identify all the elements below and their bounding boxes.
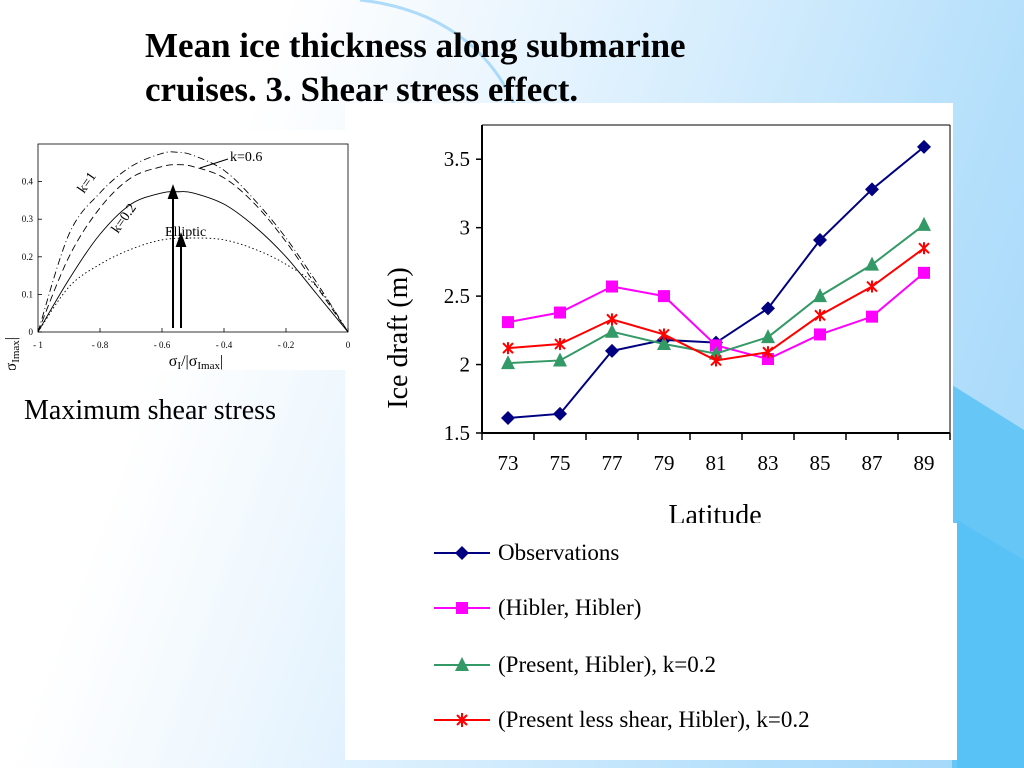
- series-line: [507, 146, 925, 419]
- label-k06: k=0.6: [230, 150, 262, 165]
- y-axis-label: Ice draft (m): [383, 267, 414, 408]
- data-point: [761, 301, 775, 316]
- inset-curve: [37, 151, 349, 333]
- x-tick-label: 75: [550, 451, 571, 475]
- data-point: [918, 242, 930, 255]
- data-point: [866, 280, 878, 293]
- data-point: [865, 256, 879, 271]
- inset-chart-series: [37, 151, 349, 333]
- data-point: [814, 328, 826, 341]
- inset-y-tick-label: 0.3: [22, 214, 34, 224]
- inset-y-tick-label: 0: [29, 327, 34, 337]
- data-point: [917, 139, 931, 154]
- data-point: [605, 343, 619, 358]
- legend-label: (Hibler, Hibler): [498, 595, 642, 620]
- inset-curve: [37, 164, 349, 333]
- data-point: [813, 288, 827, 303]
- data-point: [553, 352, 567, 367]
- legend-item-present-hibler: (Present, Hibler), k=0.2: [432, 650, 716, 680]
- arrow-head-icon: [167, 184, 179, 199]
- inset-y-label: σII/|σImax|: [3, 337, 22, 370]
- data-point: [502, 342, 514, 355]
- x-tick-label: 85: [810, 451, 831, 475]
- data-point: [606, 280, 618, 293]
- y-tick-label: 2: [460, 353, 471, 377]
- square-marker-icon: [434, 602, 490, 614]
- inset-x-tick-label: - 0.4: [216, 340, 233, 350]
- main-chart-axes: 1.5 2 2.5 3 3.5 73 75 77 79 81 83 85 87 89: [444, 124, 951, 475]
- label-elliptic: Elliptic: [165, 225, 206, 240]
- data-point: [657, 336, 671, 351]
- inset-y-tick-label: 0.4: [22, 177, 34, 187]
- x-tick-label: 73: [498, 451, 519, 475]
- data-point: [658, 328, 670, 341]
- legend-item-observations: Observations: [432, 538, 619, 568]
- x-tick-label: 83: [758, 451, 779, 475]
- data-point: [866, 310, 878, 323]
- main-chart-series: [501, 139, 931, 425]
- arrows: [167, 184, 187, 328]
- x-axis-label: Latitude: [668, 500, 761, 523]
- x-tick-label: 79: [654, 451, 675, 475]
- data-point: [554, 338, 566, 351]
- inset-chart-axes: 0 0.1 0.2 0.3 0.4 - 1 - 0.8 - 0.6 - 0.4 - 0.2 0: [22, 143, 351, 350]
- data-point: [501, 355, 515, 370]
- diamond-marker-icon: [434, 546, 490, 560]
- k06-pointer: [199, 158, 229, 169]
- data-point: [710, 339, 722, 352]
- inset-panel: [0, 130, 352, 370]
- inset-x-tick-label: 0: [346, 340, 351, 350]
- legend-item-present-less-shear: (Present less shear, Hibler), k=0.2: [432, 705, 810, 735]
- inset-frame: [37, 143, 349, 333]
- legend-label: (Present less shear, Hibler), k=0.2: [498, 707, 810, 732]
- inset-y-tick-label: 0.1: [22, 289, 33, 299]
- inset-x-tick-label: - 0.6: [154, 340, 171, 350]
- data-point: [658, 290, 670, 303]
- inset-x-label: σI/|σImax|: [169, 353, 223, 370]
- data-point: [762, 346, 774, 359]
- data-point: [814, 309, 826, 322]
- legend-item-hibler-hibler: (Hibler, Hibler): [432, 593, 641, 623]
- data-point: [605, 323, 619, 338]
- inset-x-tick-label: - 1: [33, 340, 43, 350]
- arrow-head-icon: [175, 232, 187, 247]
- star-marker-icon: [434, 713, 490, 727]
- inset-curve: [37, 191, 349, 333]
- y-tick-label: 2.5: [444, 284, 470, 308]
- inset-x-tick-label: - 0.2: [278, 340, 295, 350]
- data-point: [501, 410, 515, 425]
- x-tick-label: 81: [706, 451, 727, 475]
- data-point: [761, 329, 775, 344]
- legend-label: (Present, Hibler), k=0.2: [498, 652, 717, 677]
- inset-curve: [37, 237, 349, 333]
- x-tick-label: 77: [602, 451, 623, 475]
- y-tick-label: 3.5: [444, 147, 470, 171]
- data-point: [918, 266, 930, 279]
- slide-title: Mean ice thickness along submarine cruis…: [145, 26, 686, 109]
- data-point: [865, 182, 879, 197]
- inset-x-tick-label: - 0.8: [92, 340, 109, 350]
- ice-draft-chart: 1.5 2 2.5 3 3.5 73 75 77 79 81 83 85 87 89 Latitude I…: [383, 124, 951, 523]
- data-point: [606, 313, 618, 326]
- data-point: [813, 232, 827, 247]
- label-k1: k=1: [75, 170, 100, 197]
- data-point: [710, 354, 722, 367]
- data-point: [502, 316, 514, 329]
- x-tick-label: 89: [914, 451, 935, 475]
- data-point: [917, 216, 931, 231]
- inset-caption: Maximum shear stress: [24, 395, 276, 426]
- data-point: [553, 406, 567, 421]
- y-tick-label: 1.5: [444, 421, 470, 445]
- x-tick-label: 87: [862, 451, 883, 475]
- y-tick-label: 3: [460, 216, 471, 240]
- triangle-marker-icon: [434, 657, 490, 671]
- shear-stress-chart: 0 0.1 0.2 0.3 0.4 - 1 - 0.8 - 0.6 - 0.4 - 0.2 0 k=…: [3, 143, 351, 370]
- legend-label: Observations: [498, 540, 620, 565]
- inset-y-tick-label: 0.2: [22, 252, 33, 262]
- data-point: [554, 306, 566, 319]
